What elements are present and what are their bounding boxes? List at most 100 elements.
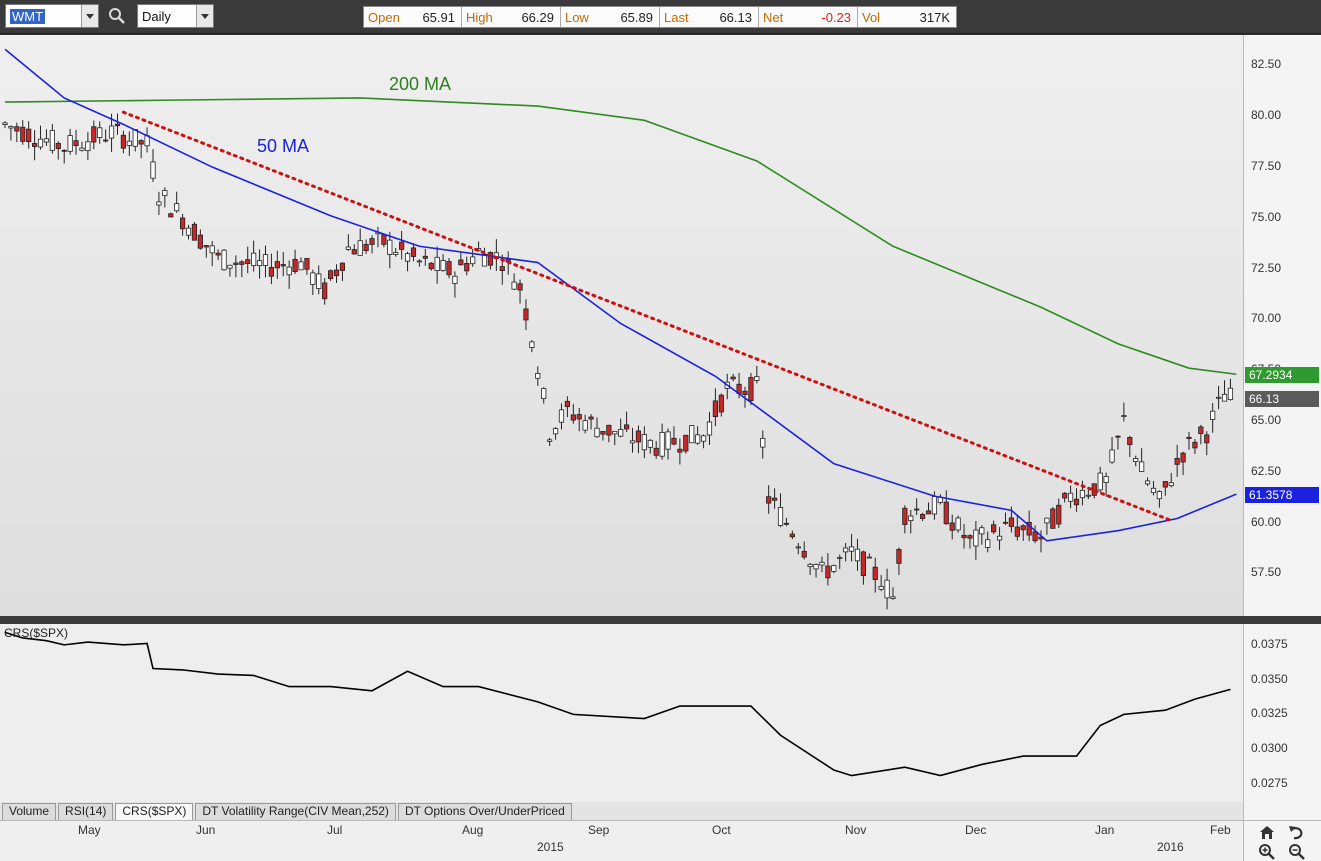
candle-down[interactable] (1020, 525, 1026, 531)
pane-divider[interactable] (0, 616, 1321, 624)
candle-up[interactable] (665, 431, 671, 450)
zoom-in-icon[interactable] (1258, 843, 1276, 860)
candle-down[interactable] (61, 149, 67, 152)
candle-up[interactable] (848, 546, 855, 552)
candle-down[interactable] (902, 507, 908, 525)
candle-up[interactable] (316, 273, 322, 289)
symbol-dropdown-arrow-icon[interactable] (81, 5, 98, 27)
candle-up[interactable] (594, 427, 600, 438)
indicator-svg[interactable] (0, 624, 1243, 802)
candle-up[interactable] (126, 140, 132, 146)
candle-up[interactable] (795, 546, 801, 549)
candle-down[interactable] (570, 414, 576, 421)
candle-down[interactable] (55, 142, 61, 150)
candle-up[interactable] (1085, 494, 1091, 497)
candle-down[interactable] (339, 262, 346, 271)
candle-down[interactable] (925, 510, 932, 515)
candle-down[interactable] (872, 566, 878, 580)
candle-up[interactable] (831, 565, 837, 572)
candle-down[interactable] (487, 252, 494, 266)
candle-down[interactable] (304, 258, 310, 270)
candle-down[interactable] (967, 535, 973, 539)
candle-down[interactable] (91, 126, 97, 143)
candle-down[interactable] (103, 139, 109, 142)
candle-up[interactable] (884, 579, 890, 599)
candle-up[interactable] (1097, 472, 1103, 491)
candle-up[interactable] (1221, 393, 1228, 402)
candle-down[interactable] (410, 247, 417, 257)
candle-down[interactable] (369, 238, 375, 245)
candle-up[interactable] (298, 261, 304, 271)
candle-down[interactable] (399, 241, 405, 250)
candle-down[interactable] (943, 501, 949, 525)
candle-up[interactable] (511, 281, 517, 290)
candle-up[interactable] (1079, 489, 1086, 499)
candle-down[interactable] (766, 496, 772, 504)
candle-down[interactable] (1026, 521, 1032, 536)
candle-up[interactable] (854, 548, 861, 562)
candle-down[interactable] (1192, 441, 1198, 449)
candle-down[interactable] (274, 261, 280, 269)
tab-rsi[interactable]: RSI(14) (58, 803, 114, 820)
candle-down[interactable] (363, 243, 369, 252)
candle-down[interactable] (825, 565, 831, 579)
candle-down[interactable] (523, 308, 529, 321)
candle-up[interactable] (85, 141, 91, 152)
candle-down[interactable] (20, 126, 26, 142)
candle-down[interactable] (215, 252, 221, 256)
interval-combo[interactable]: Daily (137, 4, 214, 28)
candle-up[interactable] (1227, 387, 1234, 401)
candle-up[interactable] (890, 596, 896, 599)
home-icon[interactable] (1258, 824, 1276, 840)
tab-dt-options[interactable]: DT Options Over/UnderPriced (397, 803, 572, 820)
candle-up[interactable] (404, 253, 411, 262)
candle-down[interactable] (32, 143, 38, 147)
candle-down[interactable] (203, 245, 209, 248)
candle-up[interactable] (985, 539, 991, 548)
candle-up[interactable] (647, 439, 653, 448)
interval-value[interactable]: Daily (142, 9, 171, 24)
candle-up[interactable] (996, 535, 1003, 541)
candle-down[interactable] (1127, 436, 1133, 446)
candle-down[interactable] (138, 140, 144, 145)
candle-up[interactable] (221, 249, 227, 271)
candle-up[interactable] (150, 161, 156, 179)
candle-up[interactable] (1121, 415, 1127, 417)
candle-up[interactable] (760, 437, 766, 448)
candle-up[interactable] (1103, 476, 1109, 483)
candle-up[interactable] (1139, 461, 1145, 472)
candle-down[interactable] (120, 134, 126, 149)
candle-down[interactable] (576, 414, 582, 420)
candle-up[interactable] (659, 432, 665, 457)
candle-up[interactable] (156, 201, 162, 206)
candle-up[interactable] (618, 429, 624, 437)
candle-down[interactable] (730, 376, 736, 380)
candle-down[interactable] (748, 377, 754, 402)
candle-up[interactable] (132, 129, 138, 147)
candle-down[interactable] (333, 269, 340, 277)
candle-up[interactable] (227, 264, 233, 269)
candle-down[interactable] (801, 550, 807, 558)
candle-down[interactable] (772, 497, 778, 501)
candle-up[interactable] (1156, 491, 1162, 500)
zoom-out-icon[interactable] (1288, 843, 1306, 860)
candle-up[interactable] (37, 138, 44, 148)
candle-down[interactable] (292, 258, 298, 273)
candle-up[interactable] (440, 260, 446, 271)
candle-down[interactable] (718, 394, 724, 413)
candle-up[interactable] (49, 130, 55, 151)
candle-up[interactable] (1144, 480, 1151, 485)
candle-up[interactable] (777, 507, 784, 526)
candle-down[interactable] (1180, 452, 1186, 463)
candle-down[interactable] (245, 259, 251, 264)
candle-up[interactable] (251, 252, 257, 266)
candle-down[interactable] (1032, 531, 1038, 542)
candle-up[interactable] (2, 122, 8, 126)
price-axis[interactable]: 82.5080.0077.5075.0072.5070.0067.5065.00… (1243, 35, 1321, 616)
candle-up[interactable] (931, 496, 938, 515)
candle-down[interactable] (1050, 508, 1056, 529)
candle-up[interactable] (612, 430, 618, 435)
candle-up[interactable] (393, 252, 399, 255)
candle-down[interactable] (653, 447, 659, 456)
candle-down[interactable] (14, 126, 20, 132)
